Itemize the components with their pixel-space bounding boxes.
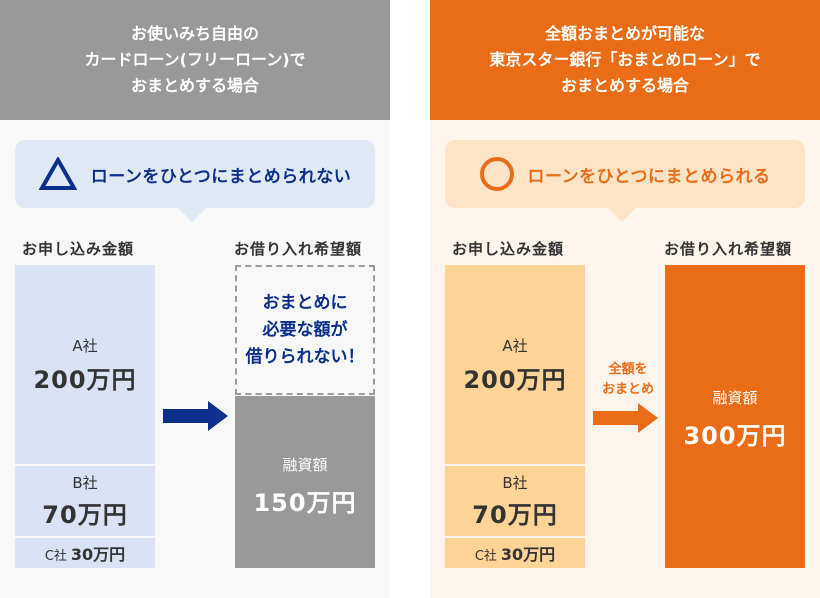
loan-result-bar: 融資額 300万円: [665, 265, 805, 568]
arrow-caption-line-1: 全額を: [608, 362, 648, 377]
company-name: B社: [502, 474, 528, 492]
header-line-1: 全額おまとめが可能な: [544, 24, 705, 43]
triangle-icon: [38, 157, 77, 190]
company-name: A社: [72, 336, 98, 355]
omatome-loan-panel: 全額おまとめが可能な 東京スター銀行「おまとめローン」で おまとめする場合 ロー…: [430, 0, 820, 598]
card-loan-header: お使いみち自由の カードローン(フリーローン)で おまとめする場合: [0, 0, 390, 120]
company-name: C社: [474, 549, 497, 564]
loan-c-row: C社 30万円: [45, 541, 125, 565]
header-line-3: おまとめする場合: [130, 76, 259, 95]
loan-amount: 70万円: [472, 501, 558, 529]
callout-tail: [178, 208, 206, 222]
shortfall-line-2: 必要な額が: [262, 319, 348, 340]
loan-bar-c: C社 30万円: [445, 538, 585, 568]
loan-result-bar: 融資額 150万円: [235, 396, 375, 568]
loan-bar-a: A社 200万円: [15, 265, 155, 464]
company-name: A社: [502, 336, 528, 355]
arrow-caption: 全額を おまとめ: [588, 360, 668, 400]
omatome-loan-header: 全額おまとめが可能な 東京スター銀行「おまとめローン」で おまとめする場合: [430, 0, 820, 120]
result-label: 融資額: [282, 456, 328, 474]
arrow-right-icon: [163, 401, 228, 431]
company-name: C社: [44, 549, 67, 564]
result-label: 融資額: [712, 389, 758, 407]
header-line-3: おまとめする場合: [560, 76, 689, 95]
desired-loan-label: お借り入れ希望額: [664, 240, 793, 258]
loan-amount: 30万円: [500, 545, 556, 564]
shortfall-line-3: 借りられない！: [245, 346, 365, 367]
arrow-right-icon: [593, 403, 658, 433]
header-line-1: お使いみち自由の: [130, 24, 259, 43]
result-amount: 300万円: [683, 422, 787, 450]
can-consolidate-callout: ローンをひとつにまとめられる: [445, 140, 805, 222]
loan-amount: 200万円: [33, 365, 137, 394]
cannot-consolidate-callout: ローンをひとつにまとめられない: [15, 140, 375, 222]
loan-bar-b: B社 70万円: [15, 466, 155, 536]
application-amount-label: お申し込み金額: [22, 240, 135, 258]
application-amount-label: お申し込み金額: [452, 240, 565, 258]
callout-tail: [608, 208, 636, 222]
shortfall-box: おまとめに 必要な額が 借りられない！: [235, 265, 375, 395]
callout-text: ローンをひとつにまとめられる: [527, 166, 771, 187]
loan-amount: 30万円: [70, 545, 126, 564]
loan-c-row: C社 30万円: [475, 541, 555, 565]
card-loan-panel: お使いみち自由の カードローン(フリーローン)で おまとめする場合 ローンをひと…: [0, 0, 390, 598]
callout-text: ローンをひとつにまとめられない: [90, 166, 352, 187]
arrow-caption-line-2: おまとめ: [601, 382, 654, 397]
loan-bar-a: A社 200万円: [445, 265, 585, 464]
desired-loan-label: お借り入れ希望額: [234, 240, 363, 258]
company-name: B社: [72, 474, 98, 492]
shortfall-line-1: おまとめに: [262, 292, 348, 313]
loan-bar-b: B社 70万円: [445, 466, 585, 536]
result-amount: 150万円: [253, 489, 357, 517]
circle-icon: [479, 157, 514, 191]
loan-amount: 200万円: [463, 365, 567, 394]
loan-bar-c: C社 30万円: [15, 538, 155, 568]
header-line-2: カードローン(フリーローン)で: [84, 50, 306, 69]
loan-amount: 70万円: [42, 501, 128, 529]
header-line-2: 東京スター銀行「おまとめローン」で: [489, 50, 761, 69]
